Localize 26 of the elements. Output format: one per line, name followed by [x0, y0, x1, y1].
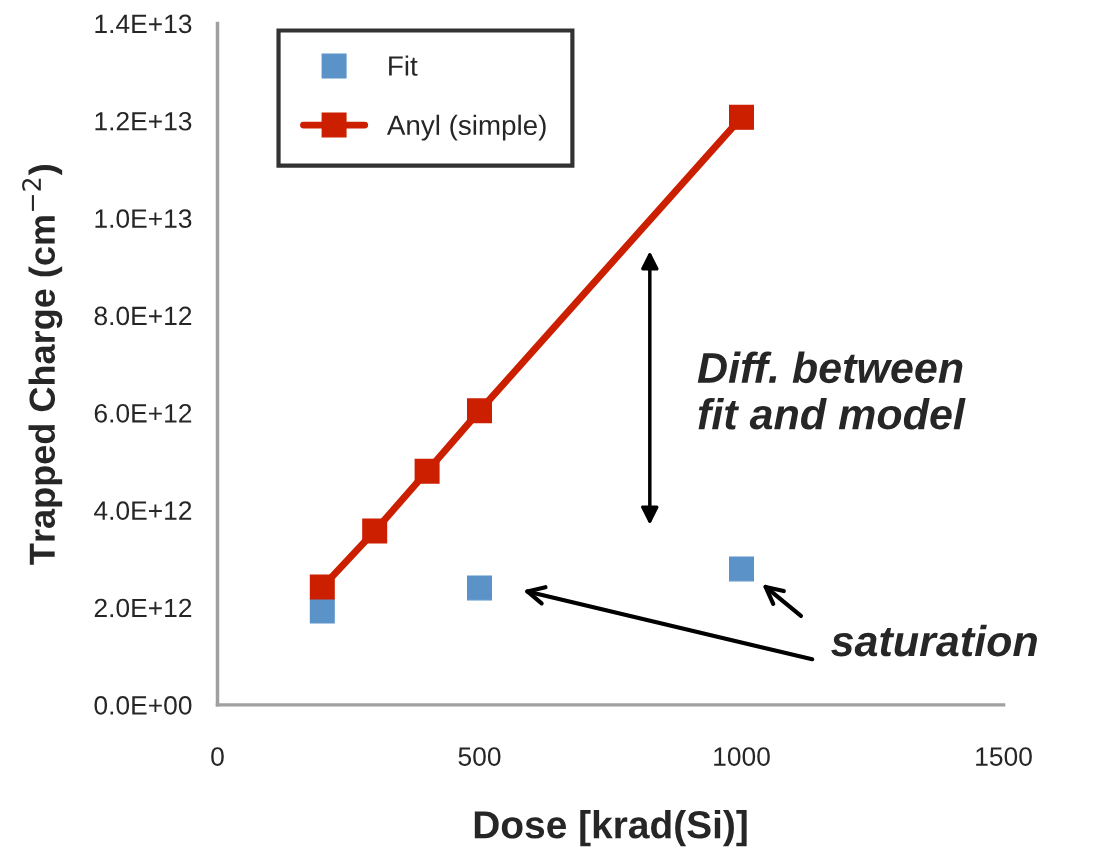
point	[467, 398, 493, 424]
point	[414, 458, 440, 484]
y-tick-label: 1.4E+13	[95, 14, 192, 34]
x-axis-title: Dose [krad(Si)]	[474, 810, 747, 847]
y-tick-label: 8.0E+12	[94, 306, 192, 326]
annotation: saturation	[831, 624, 1037, 657]
y-tick-label: 2.0E+12	[94, 598, 192, 618]
x-tick-label: 1000	[714, 747, 770, 766]
legend-label: Anyl (simple)	[386, 114, 546, 141]
point	[467, 575, 493, 601]
point	[309, 574, 335, 600]
y-axis-title: Trapped Charge (cm$^{−2}$)	[22, 165, 63, 565]
legend-label: Fit	[389, 55, 418, 76]
x-tick-label: 1500	[976, 747, 1032, 766]
x-tick-label: 0	[211, 747, 224, 766]
y-tick-label: 1.2E+13	[95, 111, 192, 131]
point	[729, 556, 755, 582]
point	[362, 518, 388, 544]
y-tick-label: 1.0E+13	[95, 209, 192, 228]
point	[309, 598, 335, 624]
y-tick-label: 4.0E+12	[94, 501, 192, 520]
y-tick-label: 6.0E+12	[94, 403, 192, 423]
point	[729, 104, 755, 130]
y-tick-label: 0.0E+00	[94, 696, 192, 715]
annotation: Diff. between fit and model	[697, 351, 966, 430]
x-tick-label: 500	[458, 747, 501, 766]
